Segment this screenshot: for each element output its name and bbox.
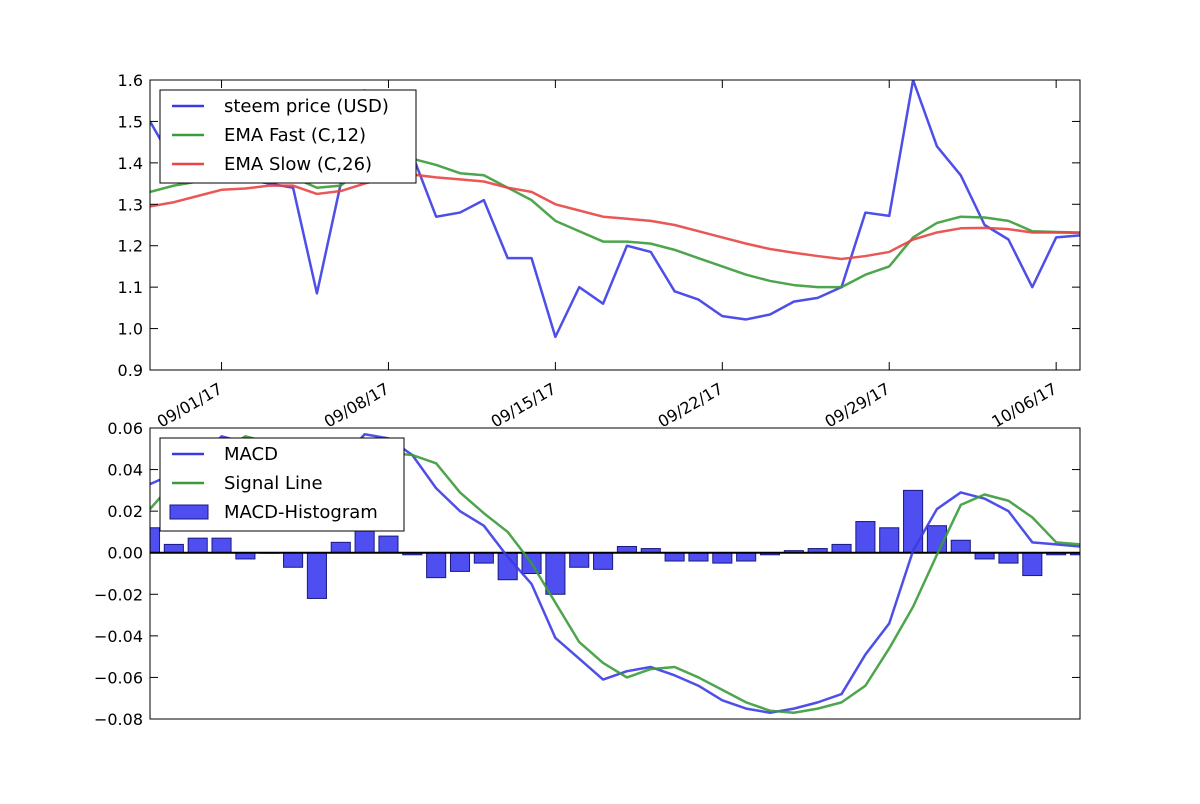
y-tick-label: 1.0 [118,320,143,339]
x-tick-label: 09/08/17 [321,379,393,431]
histogram-bar [449,552,471,572]
histogram-bar [378,535,399,554]
y-tick-label: 1.3 [118,195,143,214]
histogram-bar [426,552,447,579]
histogram-bar [187,537,208,554]
x-tick-label: 09/15/17 [488,379,560,431]
histogram-bar [354,527,375,554]
histogram-bar [664,552,685,562]
histogram-bar [903,489,924,554]
series-line-price [150,80,1080,339]
x-tick-label: 09/29/17 [821,379,893,431]
legend-label-histogram: MACD-Histogram [224,502,378,523]
histogram-bar [569,552,590,568]
x-tick-label: 09/22/17 [655,379,727,431]
histogram-bar [283,552,304,568]
y-tick-label: 1.4 [118,154,143,173]
histogram-bar [998,552,1019,564]
y-tick-label: 0.06 [107,419,143,438]
y-tick-label: −0.06 [94,668,143,687]
macd-y-ticks: −0.08 −0.06 −0.04 −0.02 0.00 0.02 0.04 0.06 [94,419,1080,729]
price-legend: steem price (USD) EMA Fast (C,12) EMA Sl… [159,89,417,184]
histogram-bar [545,552,566,595]
legend-label-ema-slow: EMA Slow (C,26) [224,154,372,175]
y-tick-label: −0.02 [94,585,143,604]
histogram-bar [1022,552,1043,577]
price-axes-frame [149,79,1081,371]
y-tick-label: 0.00 [107,544,143,563]
histogram-bar [163,543,184,554]
y-tick-label: 0.02 [107,502,143,521]
histogram-bar [473,552,494,564]
price-y-ticks: 0.9 1.0 1.1 1.2 1.3 1.4 1.5 1.6 [118,71,1080,380]
histogram-bar [688,552,709,562]
macd-axes-frame [149,427,1081,720]
y-tick-label: −0.08 [94,710,143,729]
histogram-bar [879,527,900,554]
histogram-bar [211,537,232,554]
histogram-bar [736,552,757,562]
x-tick-label: 09/01/17 [154,379,226,431]
legend-label-price: steem price (USD) [224,96,389,117]
series-line-ema-slow [150,173,1080,261]
legend-label-ema-fast: EMA Fast (C,12) [224,125,366,146]
histogram-bar [306,552,327,599]
legend-swatch-histogram [169,504,209,520]
histogram-bar [593,552,614,570]
y-tick-label: 0.04 [107,461,143,480]
y-tick-label: 1.5 [118,112,143,131]
legend-label-macd: MACD [224,444,278,465]
x-tick-label: 10/06/17 [988,379,1060,431]
macd-legend: MACD Signal Line MACD-Histogram [159,437,405,532]
histogram-bar [712,552,733,564]
price-axes: 0.9 1.0 1.1 1.2 1.3 1.4 1.5 1.6 09/01/17 09/08/1… [118,71,1081,431]
y-tick-label: 1.6 [118,71,143,90]
legend-label-signal: Signal Line [224,473,323,494]
histogram-bar [855,521,876,554]
histogram-bar [330,541,351,554]
macd-axes: −0.08 −0.06 −0.04 −0.02 0.00 0.02 0.04 0.06 MAC… [94,419,1081,729]
y-tick-label: 1.2 [118,237,143,256]
y-tick-label: 0.9 [118,361,143,380]
histogram-bar [831,543,852,554]
y-tick-label: −0.04 [94,627,143,646]
histogram-bar [950,539,971,554]
y-tick-label: 1.1 [118,278,143,297]
